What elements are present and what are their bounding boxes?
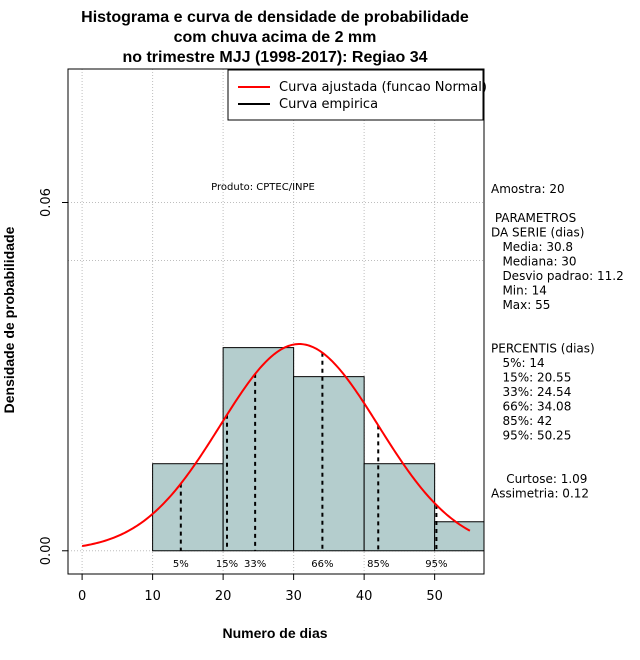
- y-tick-label-0: 0.00: [39, 536, 54, 565]
- bars-layer: [152, 347, 485, 552]
- curve-layer: [81, 343, 471, 548]
- y-axis: 0.00 0.06: [39, 188, 69, 565]
- legend-label-empirical: Curva empirica: [279, 97, 378, 112]
- stats-line-7: Min: 14: [491, 284, 547, 298]
- x-axis-label: Numero de dias: [222, 625, 327, 641]
- y-tick-label-1: 0.06: [39, 188, 54, 217]
- histogram-bar-0: [152, 463, 224, 552]
- stats-line-5: Mediana: 30: [491, 255, 577, 269]
- chart-title-line-3: no trimestre MJJ (1998-2017): Regiao 34: [122, 49, 427, 66]
- stats-line-3: DA SERIE (dias): [491, 226, 584, 240]
- stats-line-6: Desvio padrao: 11.2: [491, 269, 624, 283]
- percentile-layer: 5% 15% 33% 66% 85% 95%: [173, 352, 448, 570]
- stats-line-12: 5%: 14: [491, 356, 545, 370]
- stats-line-2: PARAMETROS: [491, 211, 576, 225]
- x-tick-label-4: 40: [356, 589, 373, 604]
- stats-line-14: 33%: 24.54: [491, 385, 571, 399]
- x-tick-label-3: 30: [285, 589, 302, 604]
- stats-line-11: PERCENTIS (dias): [491, 342, 595, 356]
- x-tick-label-2: 20: [215, 589, 232, 604]
- x-tick-label-1: 10: [144, 589, 161, 604]
- stats-line-15: 66%: 34.08: [491, 400, 571, 414]
- normal-fit-curve: [81, 343, 471, 548]
- stats-line-21: Assimetria: 0.12: [491, 487, 589, 501]
- chart-title-line-1: Histograma e curva de densidade de proba…: [81, 9, 469, 26]
- percentile-label-5: 95%: [425, 559, 447, 570]
- histogram-bar-2: [293, 376, 365, 552]
- percentile-label-2: 33%: [244, 559, 266, 570]
- percentile-label-4: 85%: [367, 559, 389, 570]
- x-axis: 0 10 20 30 40 50: [78, 573, 443, 604]
- product-annotation: Produto: CPTEC/INPE: [211, 182, 315, 193]
- legend-box: [227, 69, 484, 121]
- stats-line-8: Max: 55: [491, 298, 550, 312]
- stats-line-13: 15%: 20.55: [491, 371, 571, 385]
- histogram-bar-4: [434, 521, 485, 552]
- histogram-bar-1: [222, 347, 295, 552]
- stats-line-0: Amostra: 20: [491, 182, 565, 196]
- histogram-bar-3: [363, 463, 436, 552]
- percentile-label-3: 66%: [311, 559, 333, 570]
- stats-line-4: Media: 30.8: [491, 240, 573, 254]
- x-tick-label-5: 50: [426, 589, 443, 604]
- percentile-label-0: 5%: [173, 559, 189, 570]
- percentile-label-1: 15%: [216, 559, 238, 570]
- stats-line-17: 95%: 50.25: [491, 429, 571, 443]
- stats-line-16: 85%: 42: [491, 414, 552, 428]
- x-tick-label-0: 0: [78, 589, 86, 604]
- legend: Curva ajustada (funcao Normal) Curva emp…: [227, 69, 487, 121]
- y-axis-label: Densidade de probabilidade: [1, 226, 17, 413]
- stats-line-20: Curtose: 1.09: [491, 472, 587, 486]
- chart-title-line-2: com chuva acima de 2 mm: [174, 29, 377, 46]
- legend-label-fit: Curva ajustada (funcao Normal): [279, 80, 487, 95]
